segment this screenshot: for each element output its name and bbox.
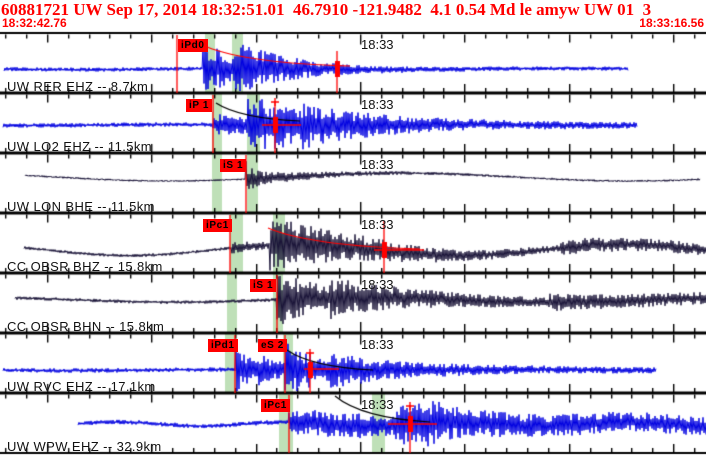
seismogram-canvas[interactable] <box>0 31 706 455</box>
event-title: 60881721 UW Sep 17, 2014 18:32:51.01 46.… <box>1 0 652 19</box>
window-start-time: 18:32:42.76 <box>2 16 67 30</box>
phase-pick-label[interactable]: iPc1 <box>203 219 232 232</box>
phase-pick-label[interactable]: iP 1 <box>186 99 213 112</box>
phase-pick-label[interactable]: eS 2 <box>258 339 287 352</box>
phase-pick-label[interactable]: iPc1 <box>261 399 290 412</box>
window-end-time: 18:33:16.56 <box>639 16 704 30</box>
phase-pick-label[interactable]: iPd0 <box>178 39 208 52</box>
phase-pick-label[interactable]: iS 1 <box>220 159 247 172</box>
phase-pick-label[interactable]: iS 1 <box>250 279 277 292</box>
phase-pick-label[interactable]: iPd1 <box>208 339 238 352</box>
